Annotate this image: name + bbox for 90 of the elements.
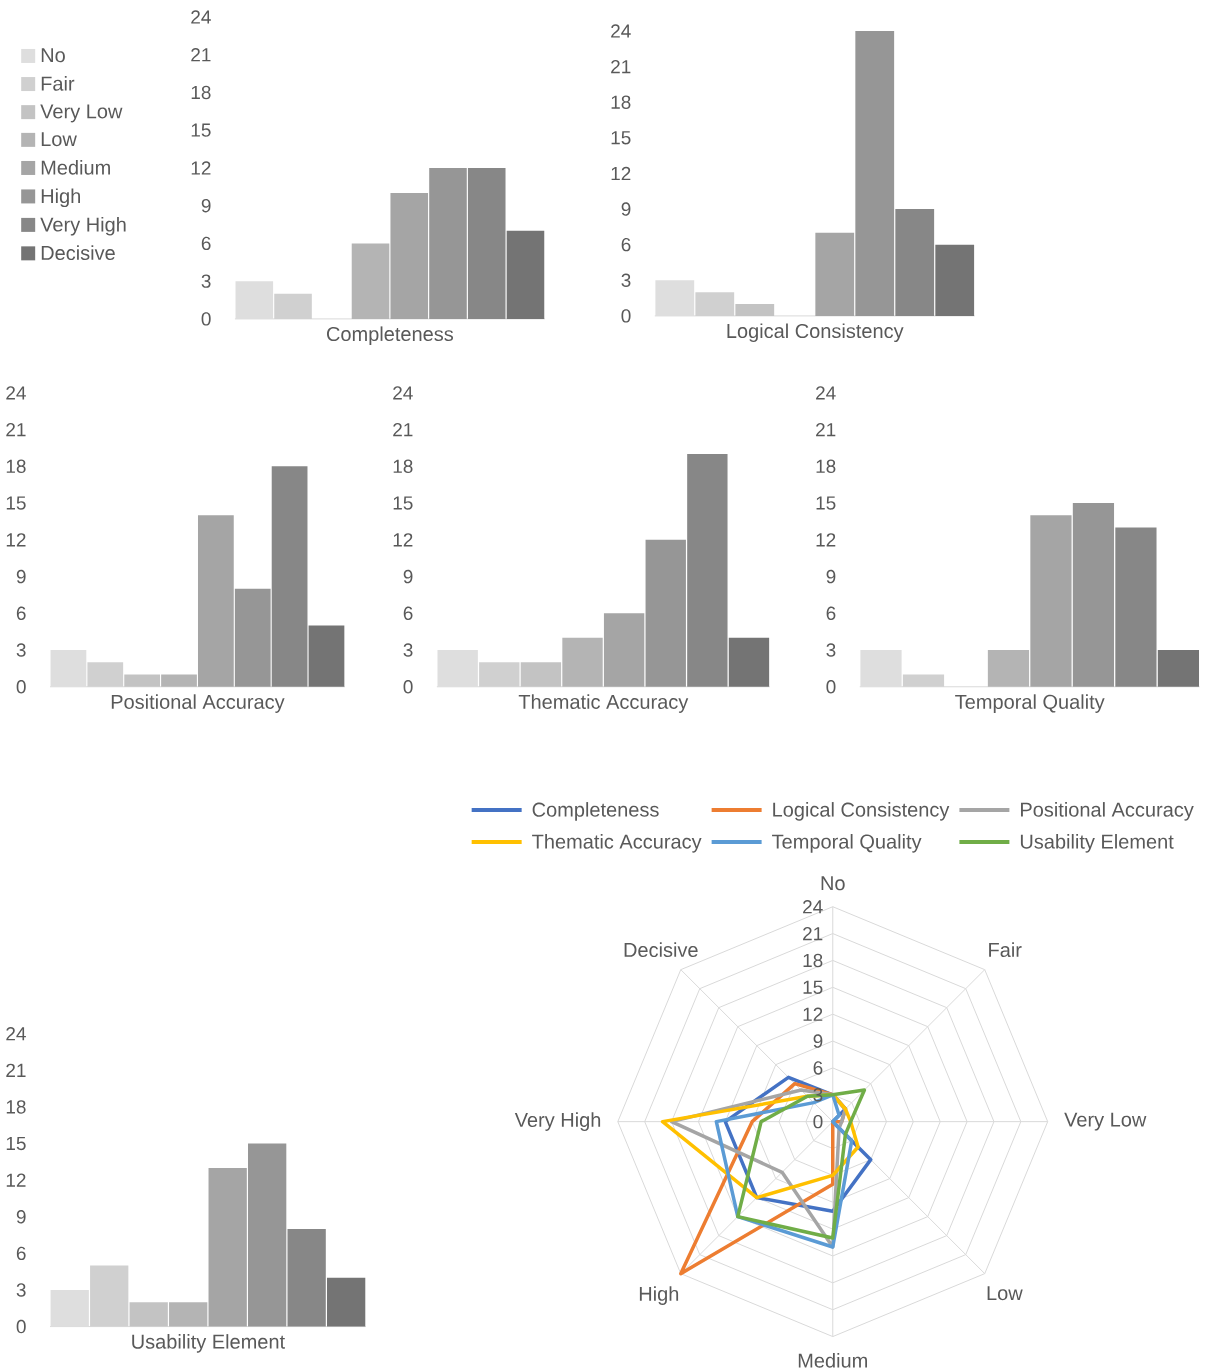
y-tick-label: 3 xyxy=(201,274,211,288)
y-tick-label: 6 xyxy=(403,606,413,621)
y-tick-label: 9 xyxy=(621,202,631,216)
y-tick-label: 18 xyxy=(803,953,823,968)
legend-label: Thematic Accuracy xyxy=(532,834,702,853)
y-tick-label: 24 xyxy=(816,386,836,400)
y-tick-label: 6 xyxy=(813,1061,823,1075)
y-tick-label: 6 xyxy=(17,1246,26,1261)
y-tick-label: 18 xyxy=(611,95,631,109)
y-tick-label: 3 xyxy=(826,643,836,657)
spoke-label: Very Low xyxy=(1064,1112,1147,1131)
y-tick-label: 21 xyxy=(611,59,631,74)
y-tick-label: 6 xyxy=(826,606,836,621)
y-tick-label: 0 xyxy=(16,1319,26,1334)
y-tick-label: 18 xyxy=(6,1100,26,1114)
y-tick-label: 0 xyxy=(16,680,26,694)
y-tick-label: 18 xyxy=(191,85,211,100)
y-tick-label: 18 xyxy=(816,459,836,474)
y-tick-label: 21 xyxy=(803,926,823,941)
x-axis-title: Thematic Accuracy xyxy=(518,694,689,713)
y-tick-label: 21 xyxy=(191,48,211,62)
y-tick-label: 12 xyxy=(6,533,26,547)
y-tick-label: 12 xyxy=(191,161,211,175)
y-tick-label: 0 xyxy=(813,1114,823,1129)
y-tick-label: 21 xyxy=(6,1063,26,1077)
y-tick-label: 21 xyxy=(6,422,26,437)
spoke-label: Very High xyxy=(515,1112,601,1131)
y-tick-label: 9 xyxy=(16,1210,26,1224)
legend-label: Decisive xyxy=(42,245,116,261)
legend-label: Low xyxy=(42,132,78,147)
legend-label: Logical Consistency xyxy=(773,802,950,821)
legend-label: Temporal Quality xyxy=(772,834,922,853)
spoke-label: Medium xyxy=(799,1352,868,1368)
y-tick-label: 12 xyxy=(6,1173,26,1187)
y-tick-label: 15 xyxy=(611,131,631,145)
y-tick-label: 3 xyxy=(16,1283,26,1297)
spoke-label: Low xyxy=(987,1286,1023,1301)
y-tick-label: 9 xyxy=(16,569,26,584)
y-tick-label: 24 xyxy=(393,386,413,400)
x-axis-title: Positional Accuracy xyxy=(112,694,285,713)
legend-label: High xyxy=(42,188,81,208)
spoke-label: High xyxy=(640,1286,679,1305)
y-tick-label: 15 xyxy=(816,496,836,510)
y-tick-label: 3 xyxy=(403,643,413,657)
legend-label: No xyxy=(42,48,66,63)
y-tick-label: 18 xyxy=(393,459,413,474)
x-axis-title: Logical Consistency xyxy=(727,323,904,343)
y-tick-label: 24 xyxy=(191,10,212,24)
y-tick-label: 6 xyxy=(621,237,631,252)
legend-label: Medium xyxy=(42,159,111,175)
y-tick-label: 24 xyxy=(6,386,27,400)
y-tick-label: 15 xyxy=(191,123,211,137)
y-tick-label: 12 xyxy=(393,533,413,547)
y-tick-label: 0 xyxy=(201,312,211,326)
y-tick-label: 9 xyxy=(201,198,211,213)
y-tick-label: 21 xyxy=(393,422,413,437)
y-tick-label: 0 xyxy=(403,680,413,694)
y-tick-label: 9 xyxy=(826,569,836,584)
y-tick-label: 0 xyxy=(826,680,836,694)
y-tick-label: 12 xyxy=(803,1007,823,1021)
y-tick-label: 6 xyxy=(17,606,26,621)
y-tick-label: 15 xyxy=(6,1136,26,1151)
y-tick-label: 12 xyxy=(611,166,631,181)
spoke-label: Decisive xyxy=(624,942,698,958)
y-tick-label: 24 xyxy=(803,900,823,914)
legend-label: Positional Accuracy xyxy=(1021,802,1194,821)
y-tick-label: 3 xyxy=(621,273,631,287)
legend-label: Completeness xyxy=(532,802,659,821)
legend-label: Very High xyxy=(40,216,126,236)
spoke-label: No xyxy=(821,876,845,891)
legend-label: Usability Element xyxy=(1021,834,1174,853)
y-tick-label: 21 xyxy=(816,422,836,437)
y-tick-label: 18 xyxy=(6,459,26,474)
x-axis-title: Usability Element xyxy=(132,1334,286,1353)
y-tick-label: 12 xyxy=(816,533,836,547)
y-tick-label: 6 xyxy=(202,236,211,251)
y-tick-label: 15 xyxy=(803,980,823,994)
y-tick-label: 15 xyxy=(6,496,26,510)
y-tick-label: 15 xyxy=(393,496,413,510)
legend-label: Fair xyxy=(42,76,75,91)
y-tick-label: 0 xyxy=(621,309,631,323)
y-tick-label: 3 xyxy=(16,643,26,657)
y-tick-label: 24 xyxy=(6,1027,27,1041)
legend-label: Very Low xyxy=(40,104,123,123)
x-axis-title: Temporal Quality xyxy=(955,694,1105,713)
spoke-label: Fair xyxy=(989,942,1022,958)
x-axis-title: Completeness xyxy=(327,326,454,346)
y-tick-label: 9 xyxy=(813,1034,823,1048)
y-tick-label: 24 xyxy=(611,24,631,38)
y-tick-label: 9 xyxy=(403,569,413,584)
